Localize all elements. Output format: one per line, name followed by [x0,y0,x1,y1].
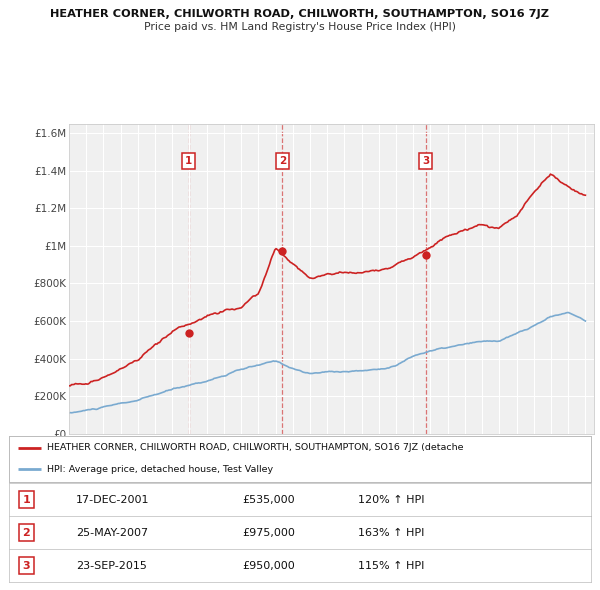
Text: HEATHER CORNER, CHILWORTH ROAD, CHILWORTH, SOUTHAMPTON, SO16 7JZ: HEATHER CORNER, CHILWORTH ROAD, CHILWORT… [50,9,550,19]
Text: HEATHER CORNER, CHILWORTH ROAD, CHILWORTH, SOUTHAMPTON, SO16 7JZ (detache: HEATHER CORNER, CHILWORTH ROAD, CHILWORT… [47,443,463,452]
Text: HPI: Average price, detached house, Test Valley: HPI: Average price, detached house, Test… [47,465,273,474]
Text: 163% ↑ HPI: 163% ↑ HPI [358,528,425,537]
Text: 115% ↑ HPI: 115% ↑ HPI [358,561,425,571]
Text: £975,000: £975,000 [242,528,295,537]
Text: £950,000: £950,000 [242,561,295,571]
Text: 17-DEC-2001: 17-DEC-2001 [76,495,149,504]
Text: 23-SEP-2015: 23-SEP-2015 [76,561,147,571]
Text: 1: 1 [23,495,31,504]
Text: £535,000: £535,000 [242,495,295,504]
Text: 1: 1 [185,156,193,166]
Text: 2: 2 [23,528,31,537]
Text: 2: 2 [278,156,286,166]
Text: 3: 3 [422,156,430,166]
Text: 25-MAY-2007: 25-MAY-2007 [76,528,148,537]
Text: 3: 3 [23,561,30,571]
Text: 120% ↑ HPI: 120% ↑ HPI [358,495,425,504]
Text: Price paid vs. HM Land Registry's House Price Index (HPI): Price paid vs. HM Land Registry's House … [144,22,456,32]
